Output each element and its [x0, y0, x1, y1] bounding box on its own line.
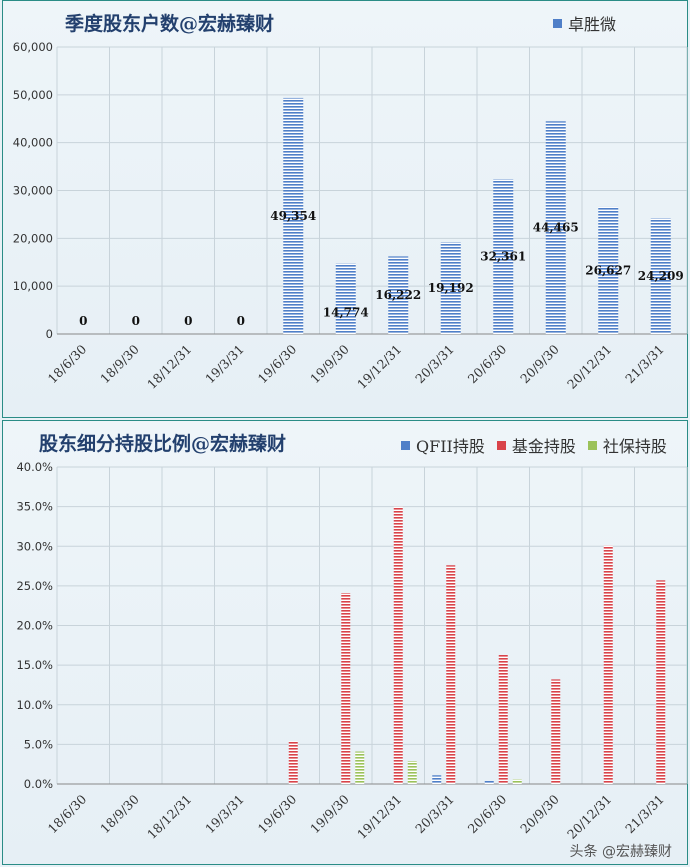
x-tick-label: 18/9/30 [97, 791, 142, 836]
bar-卓胜微 [598, 206, 619, 334]
y-tick-label: 30,000 [13, 184, 53, 198]
data-label: 32,361 [480, 250, 526, 264]
x-tick-label: 19/9/30 [307, 341, 352, 386]
legend-label: 基金持股 [511, 437, 576, 456]
data-label: 0 [79, 314, 87, 328]
y-tick-label: 40,000 [13, 136, 53, 150]
bar-卓胜微 [650, 218, 671, 334]
y-tick-label: 15.0% [16, 658, 53, 672]
x-tick-label: 20/3/31 [412, 792, 457, 837]
bar-基金持股 [551, 679, 561, 784]
watermark: 头条 @宏赫臻财 [569, 844, 672, 860]
y-tick-label: 5.0% [24, 737, 53, 751]
legend-swatch [496, 440, 506, 450]
legend-item-social-security: 社保持股 [587, 433, 667, 457]
y-tick-label: 10,000 [13, 279, 53, 293]
bar-基金持股 [603, 545, 613, 784]
bar-卓胜微 [493, 179, 514, 334]
x-tick-label: 19/9/30 [307, 791, 352, 836]
chart2-title: 股东细分持股比例@宏赫臻财 [39, 433, 287, 455]
x-tick-label: 18/12/31 [144, 342, 194, 392]
chart2-legend: QFII持股 基金持股 社保持股 [389, 433, 667, 457]
bar-社保持股 [512, 779, 522, 784]
legend-swatch [587, 440, 597, 450]
x-tick-label: 20/9/30 [517, 791, 562, 836]
bar-社保持股 [407, 761, 417, 784]
y-tick-label: 50,000 [13, 88, 53, 102]
y-tick-label: 20,000 [13, 231, 53, 245]
data-label: 26,627 [585, 263, 631, 277]
y-tick-label: 35.0% [16, 500, 53, 514]
x-tick-label: 20/3/31 [412, 342, 457, 387]
bar-基金持股 [498, 654, 508, 784]
chart1-title: 季度股东户数@宏赫臻财 [65, 13, 275, 35]
data-label: 14,774 [323, 306, 369, 320]
bar-基金持股 [341, 593, 351, 784]
x-tick-label: 19/3/31 [202, 342, 247, 387]
x-tick-label: 18/12/31 [144, 792, 194, 842]
x-tick-label: 20/6/30 [465, 341, 510, 386]
holders-count-chart-panel: 季度股东户数@宏赫臻财 卓胜微 0 10,000 20,000 30,000 40,00… [2, 0, 688, 418]
legend-label: 社保持股 [602, 437, 667, 456]
bar-社保持股 [355, 751, 365, 784]
legend-item-qfii: QFII持股 [401, 433, 485, 457]
y-tick-label: 30.0% [16, 539, 53, 553]
bar-卓胜微 [388, 256, 409, 334]
bar-基金持股 [656, 580, 666, 784]
x-tick-label: 20/12/31 [564, 342, 614, 392]
legend-swatch [401, 440, 410, 450]
data-label: 0 [132, 314, 140, 328]
data-label: 0 [237, 314, 245, 328]
bar-QFII持股 [432, 775, 442, 784]
data-label: 0 [184, 314, 192, 328]
x-tick-label: 18/6/30 [45, 791, 90, 836]
x-tick-label: 21/3/31 [622, 342, 667, 387]
y-tick-label: 60,000 [13, 40, 53, 54]
bar-基金持股 [393, 506, 403, 784]
x-tick-label: 18/9/30 [97, 341, 142, 386]
legend-item-zhuoshengwei: 卓胜微 [553, 11, 616, 35]
legend-label: QFII持股 [416, 437, 485, 456]
data-label: 44,465 [533, 221, 579, 235]
bar-卓胜微 [440, 242, 461, 334]
data-label: 24,209 [638, 269, 684, 283]
x-tick-label: 19/12/31 [354, 792, 404, 842]
y-tick-label: 0 [46, 327, 53, 341]
x-tick-label: 21/3/31 [622, 792, 667, 837]
bar-卓胜微 [283, 97, 304, 334]
data-label: 16,222 [375, 288, 421, 302]
chart1-plot: 0 10,000 20,000 30,000 40,000 50,000 60,000 18/… [13, 40, 688, 392]
y-tick-label: 0.0% [24, 777, 53, 791]
chart2-plot: 0.0% 5.0% 10.0% 15.0% 20.0% 25.0% 30.0% 35.0% 40… [16, 460, 688, 842]
x-tick-label: 19/6/30 [255, 341, 300, 386]
x-tick-label: 18/6/30 [45, 341, 90, 386]
x-tick-label: 20/9/30 [517, 341, 562, 386]
y-tick-label: 40.0% [16, 460, 53, 474]
data-label: 19,192 [428, 281, 474, 295]
bar-QFII持股 [484, 780, 494, 784]
bar-卓胜微 [335, 263, 356, 334]
y-tick-label: 10.0% [16, 698, 53, 712]
legend-item-fund: 基金持股 [496, 433, 576, 457]
data-label: 49,354 [270, 209, 316, 223]
bar-卓胜微 [545, 121, 566, 334]
chart1-legend: 卓胜微 [541, 11, 616, 35]
x-tick-label: 20/12/31 [564, 792, 614, 842]
holding-ratio-chart-panel: 股东细分持股比例@宏赫臻财 QFII持股 基金持股 社保持股 0.0% 5.0% 1… [2, 420, 688, 865]
legend-swatch [553, 18, 562, 28]
bar-基金持股 [288, 741, 298, 784]
y-tick-label: 20.0% [16, 619, 53, 633]
bar-基金持股 [446, 565, 456, 784]
x-tick-label: 19/6/30 [255, 791, 300, 836]
x-tick-label: 19/12/31 [354, 342, 404, 392]
y-tick-label: 25.0% [16, 579, 53, 593]
legend-label: 卓胜微 [568, 15, 617, 34]
x-tick-label: 19/3/31 [202, 792, 247, 837]
x-tick-label: 20/6/30 [465, 791, 510, 836]
